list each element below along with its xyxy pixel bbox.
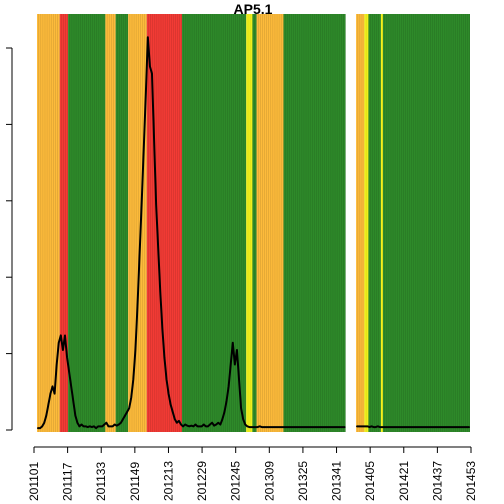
x-tick-label: 201453	[464, 461, 478, 501]
x-tick-label: 201213	[161, 461, 175, 501]
band-green-7	[182, 14, 247, 432]
x-tick-label: 201309	[262, 461, 276, 501]
x-tick-label: 201229	[195, 461, 209, 501]
chart-title: AP5.1	[234, 1, 273, 17]
x-tick-label: 201421	[397, 461, 411, 501]
band-red-1	[59, 14, 69, 432]
x-axis: 201101 201117 201133 201149 201213 201229 2012…	[27, 446, 478, 501]
x-tick-label: 201341	[330, 461, 344, 501]
band-green-4	[115, 14, 129, 432]
band-yellow-14	[364, 14, 369, 432]
band-yellow-8	[246, 14, 253, 432]
x-tick-label: 201245	[229, 461, 243, 501]
x-tick-label: 201133	[94, 462, 108, 501]
band-green-15	[368, 14, 381, 432]
band-green-2	[68, 14, 106, 432]
series-group	[37, 36, 470, 430]
series-line-0	[37, 36, 470, 430]
x-tick-label: 201101	[27, 462, 41, 501]
x-tick-label: 201149	[128, 462, 142, 501]
band-white-12	[345, 14, 357, 432]
band-orange-13	[356, 14, 365, 432]
status-bands	[37, 14, 470, 432]
band-yellow-16	[380, 14, 383, 432]
x-tick-label: 201437	[430, 461, 444, 501]
x-tick-label: 201405	[363, 461, 377, 501]
band-green-17	[382, 14, 470, 432]
band-orange-5	[128, 14, 147, 432]
band-orange-0	[37, 14, 60, 432]
band-orange-3	[105, 14, 116, 432]
y-axis	[6, 47, 13, 431]
band-orange-10	[256, 14, 284, 432]
x-tick-label: 201117	[61, 462, 75, 501]
band-green-11	[283, 14, 346, 432]
x-tick-label: 201325	[296, 461, 310, 501]
band-green-9	[252, 14, 257, 432]
